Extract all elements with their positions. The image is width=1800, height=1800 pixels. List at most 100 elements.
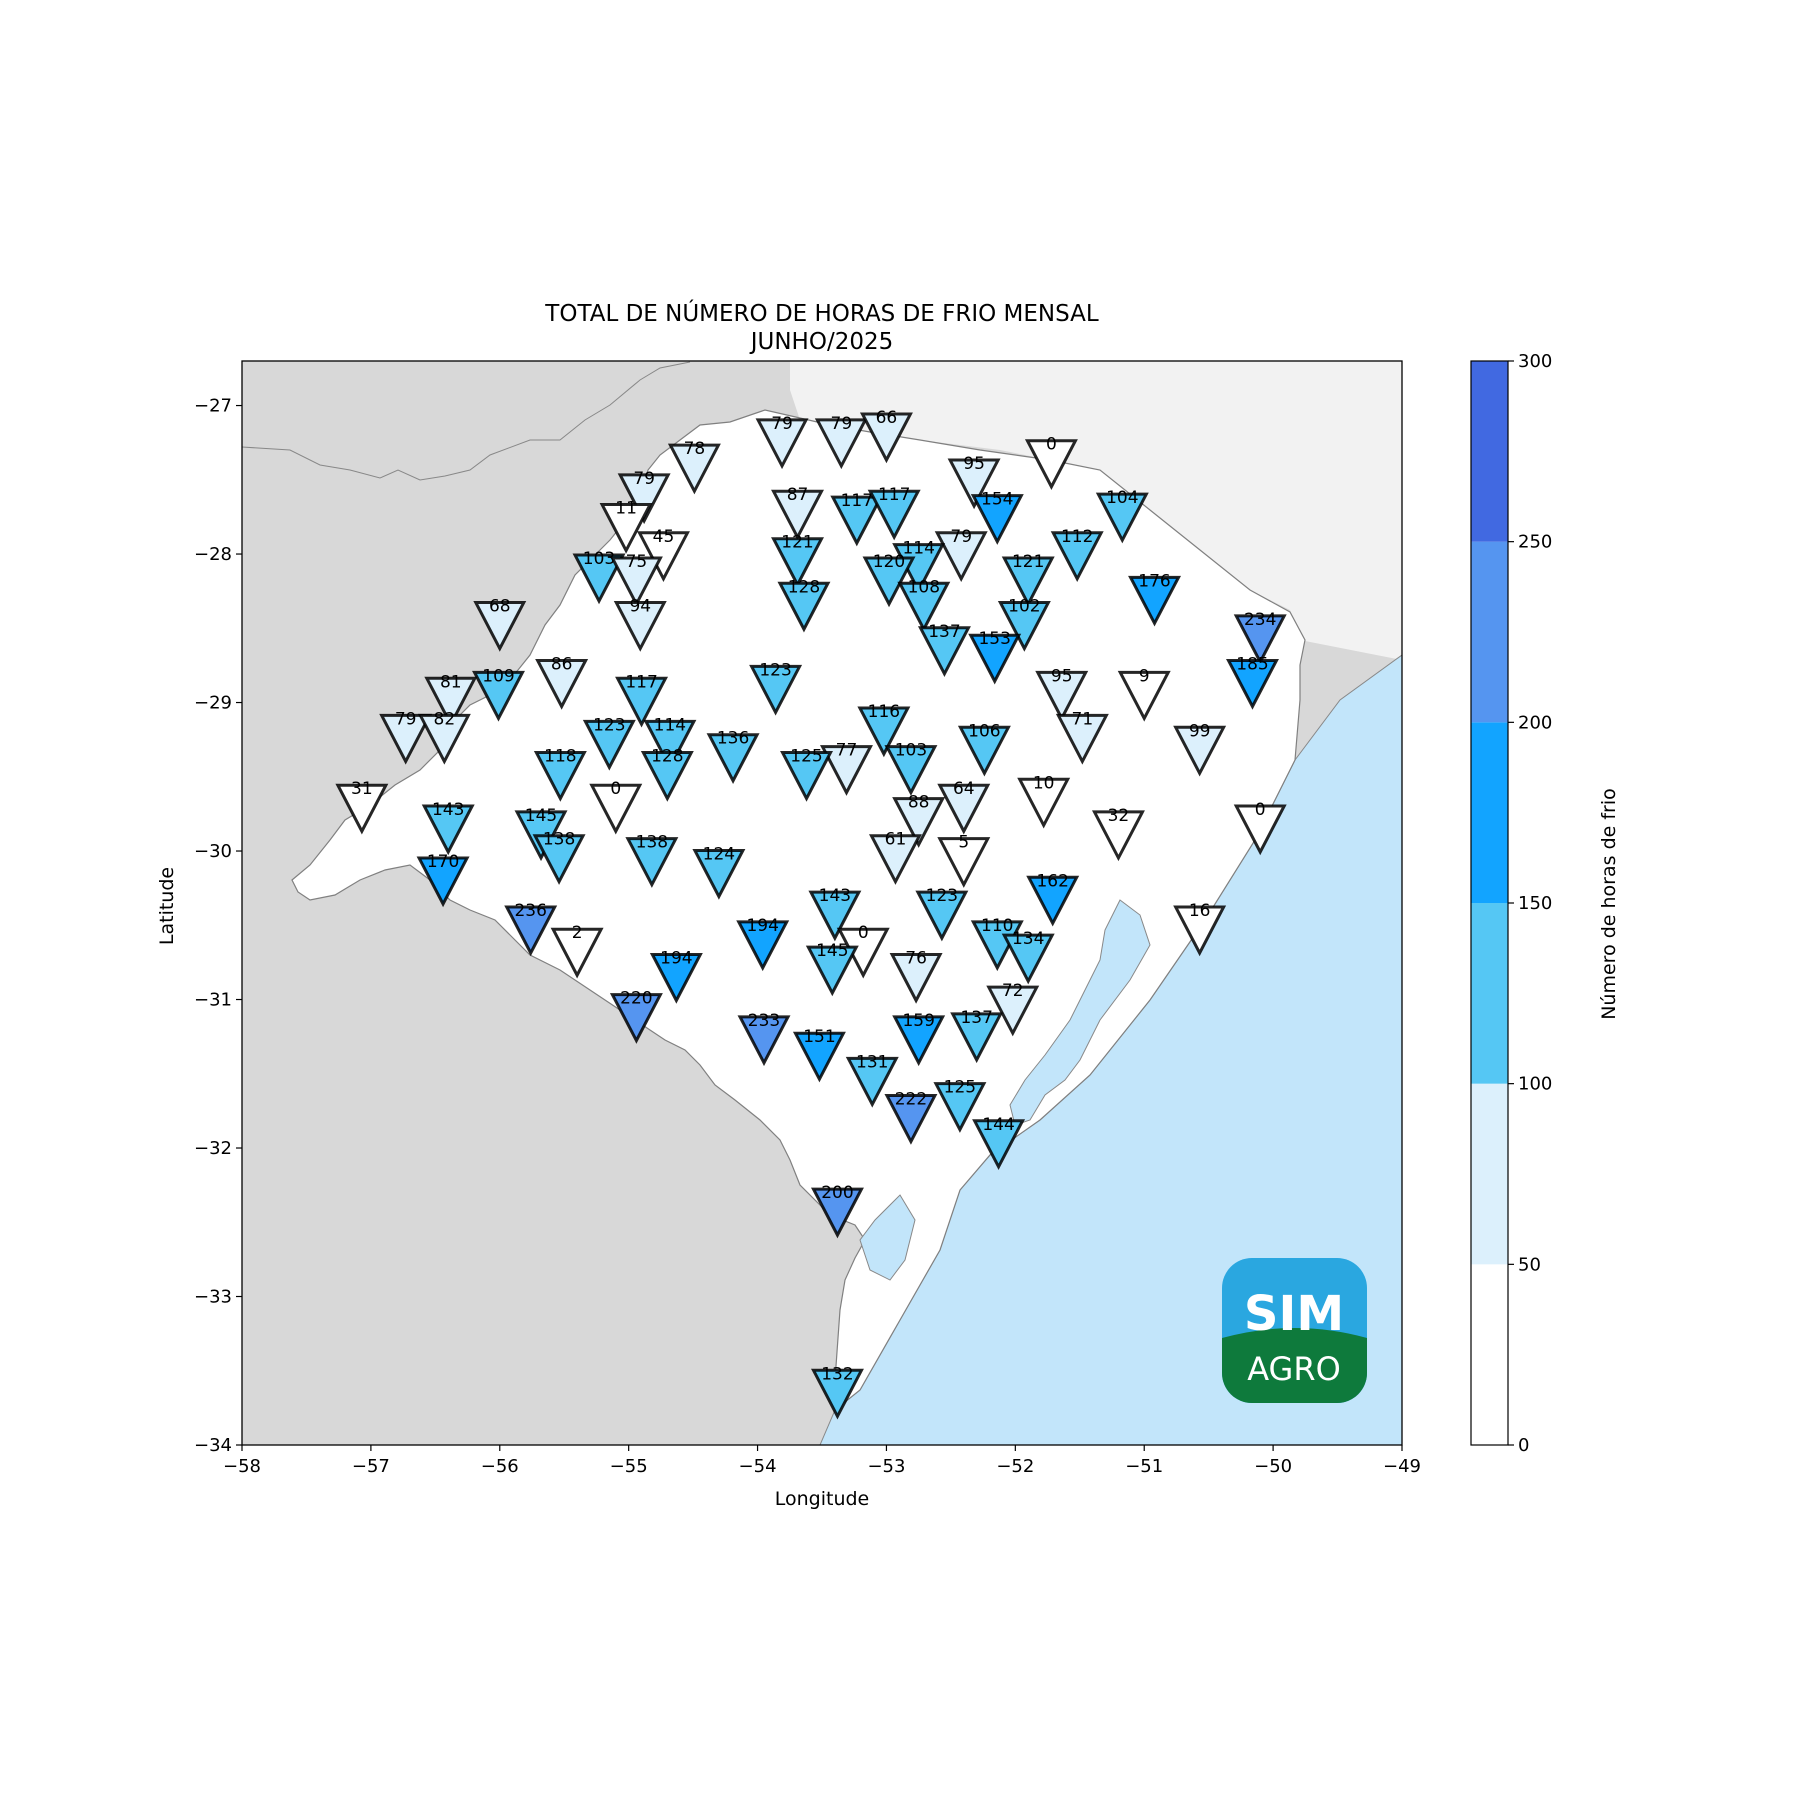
station-marker: 128 [640, 747, 694, 802]
colorbar-segment [1471, 1264, 1508, 1445]
station-triangle [947, 458, 1001, 510]
station-value: 132 [821, 1364, 853, 1384]
station-triangle [755, 418, 809, 470]
station-triangle [830, 495, 884, 547]
station-value: 137 [928, 622, 960, 642]
station-triangle [937, 783, 991, 835]
y-axis: −34 −33 −32 −31 −30 −29 −28 −27 [194, 396, 242, 1456]
station-value: 170 [427, 852, 459, 872]
station-triangle [808, 890, 862, 942]
colorbar-label: Número de horas de frio [1598, 788, 1620, 1020]
map-area [242, 361, 1402, 1445]
station-triangle [533, 751, 587, 802]
station-triangle [749, 664, 803, 716]
station-triangle [1095, 492, 1149, 544]
station-triangle [1024, 439, 1078, 490]
station-marker: 76 [889, 948, 943, 1004]
station-value: 114 [902, 539, 934, 559]
station-triangle [609, 556, 663, 608]
station-triangle [934, 531, 988, 583]
y-tick-label: −28 [194, 544, 232, 565]
station-triangle [1001, 933, 1055, 985]
station-value: 112 [1061, 527, 1093, 547]
station-triangle [737, 1015, 791, 1067]
station-marker: 31 [335, 779, 389, 835]
station-value: 137 [960, 1008, 992, 1028]
map-frame [241, 360, 1403, 1446]
station-marker: 125 [780, 747, 834, 802]
station-triangle [379, 713, 433, 765]
simagro-logo [1222, 1258, 1367, 1403]
colorbar-segment [1471, 1083, 1508, 1265]
station-triangle [845, 1056, 899, 1108]
station-triangle [640, 751, 694, 802]
station-marker: 61 [868, 830, 922, 885]
station-value: 68 [489, 597, 511, 617]
station-triangle [617, 473, 671, 525]
station-marker: 79 [379, 709, 433, 765]
station-marker: 16 [1173, 901, 1227, 957]
station-marker: 9 [1117, 666, 1171, 722]
station-value: 123 [759, 660, 791, 680]
station-triangle [1173, 725, 1227, 777]
station-value: 88 [908, 793, 930, 813]
station-value: 123 [926, 886, 958, 906]
x-tick-label: −57 [352, 1456, 390, 1477]
station-value: 159 [902, 1011, 934, 1031]
station-value: 16 [1189, 901, 1211, 921]
colorbar-segment [1471, 361, 1508, 542]
station-marker: 64 [937, 779, 991, 835]
station-value: 5 [958, 833, 969, 853]
station-value: 86 [551, 654, 573, 674]
station-marker: 68 [473, 597, 527, 652]
station-marker: 144 [972, 1115, 1026, 1171]
station-triangle [957, 725, 1011, 777]
station-marker: 151 [792, 1027, 846, 1083]
x-tick-label: −56 [481, 1456, 519, 1477]
station-value: 79 [395, 709, 417, 729]
station-marker: 0 [1024, 435, 1078, 490]
station-triangle [625, 837, 679, 888]
x-tick-label: −52 [996, 1456, 1034, 1477]
station-marker: 162 [1026, 871, 1080, 927]
station-triangle [810, 1187, 864, 1239]
station-marker: 131 [845, 1052, 899, 1108]
station-value: 153 [978, 629, 1010, 649]
station-triangle [937, 837, 991, 888]
station-triangle [649, 952, 703, 1004]
y-tick-label: −27 [194, 396, 232, 417]
lagoa-mirim [859, 1194, 916, 1281]
station-triangle [1091, 810, 1145, 862]
station-marker: 124 [692, 845, 746, 900]
station-triangle [504, 905, 558, 957]
station-marker: 123 [749, 660, 803, 716]
station-value: 82 [434, 709, 456, 729]
station-value: 145 [525, 806, 557, 826]
station-value: 32 [1108, 806, 1130, 826]
station-marker: 79 [814, 414, 868, 470]
station-marker: 0 [1233, 800, 1287, 856]
station-value: 125 [790, 747, 822, 767]
station-value: 0 [858, 923, 869, 943]
colorbar-tick-label: 50 [1518, 1254, 1541, 1275]
station-marker: 10 [1017, 773, 1071, 829]
station-value: 118 [544, 747, 576, 767]
station-triangle [810, 1368, 864, 1420]
station-value: 151 [803, 1027, 835, 1047]
station-marker: 128 [777, 577, 831, 633]
station-value: 71 [1072, 709, 1094, 729]
station-value: 87 [787, 485, 809, 505]
station-value: 79 [633, 469, 655, 489]
station-value: 77 [836, 741, 858, 761]
station-marker: 72 [986, 981, 1040, 1037]
x-tick-label: −51 [1125, 1456, 1163, 1477]
station-value: 9 [1139, 666, 1150, 686]
station-triangle [805, 945, 859, 997]
station-value: 220 [620, 989, 652, 1009]
station-triangle [535, 658, 589, 710]
station-triangle [862, 556, 916, 608]
station-triangle [572, 553, 626, 605]
station-marker: 102 [997, 597, 1051, 652]
station-triangle [889, 952, 943, 1004]
x-tick-label: −54 [739, 1456, 777, 1477]
